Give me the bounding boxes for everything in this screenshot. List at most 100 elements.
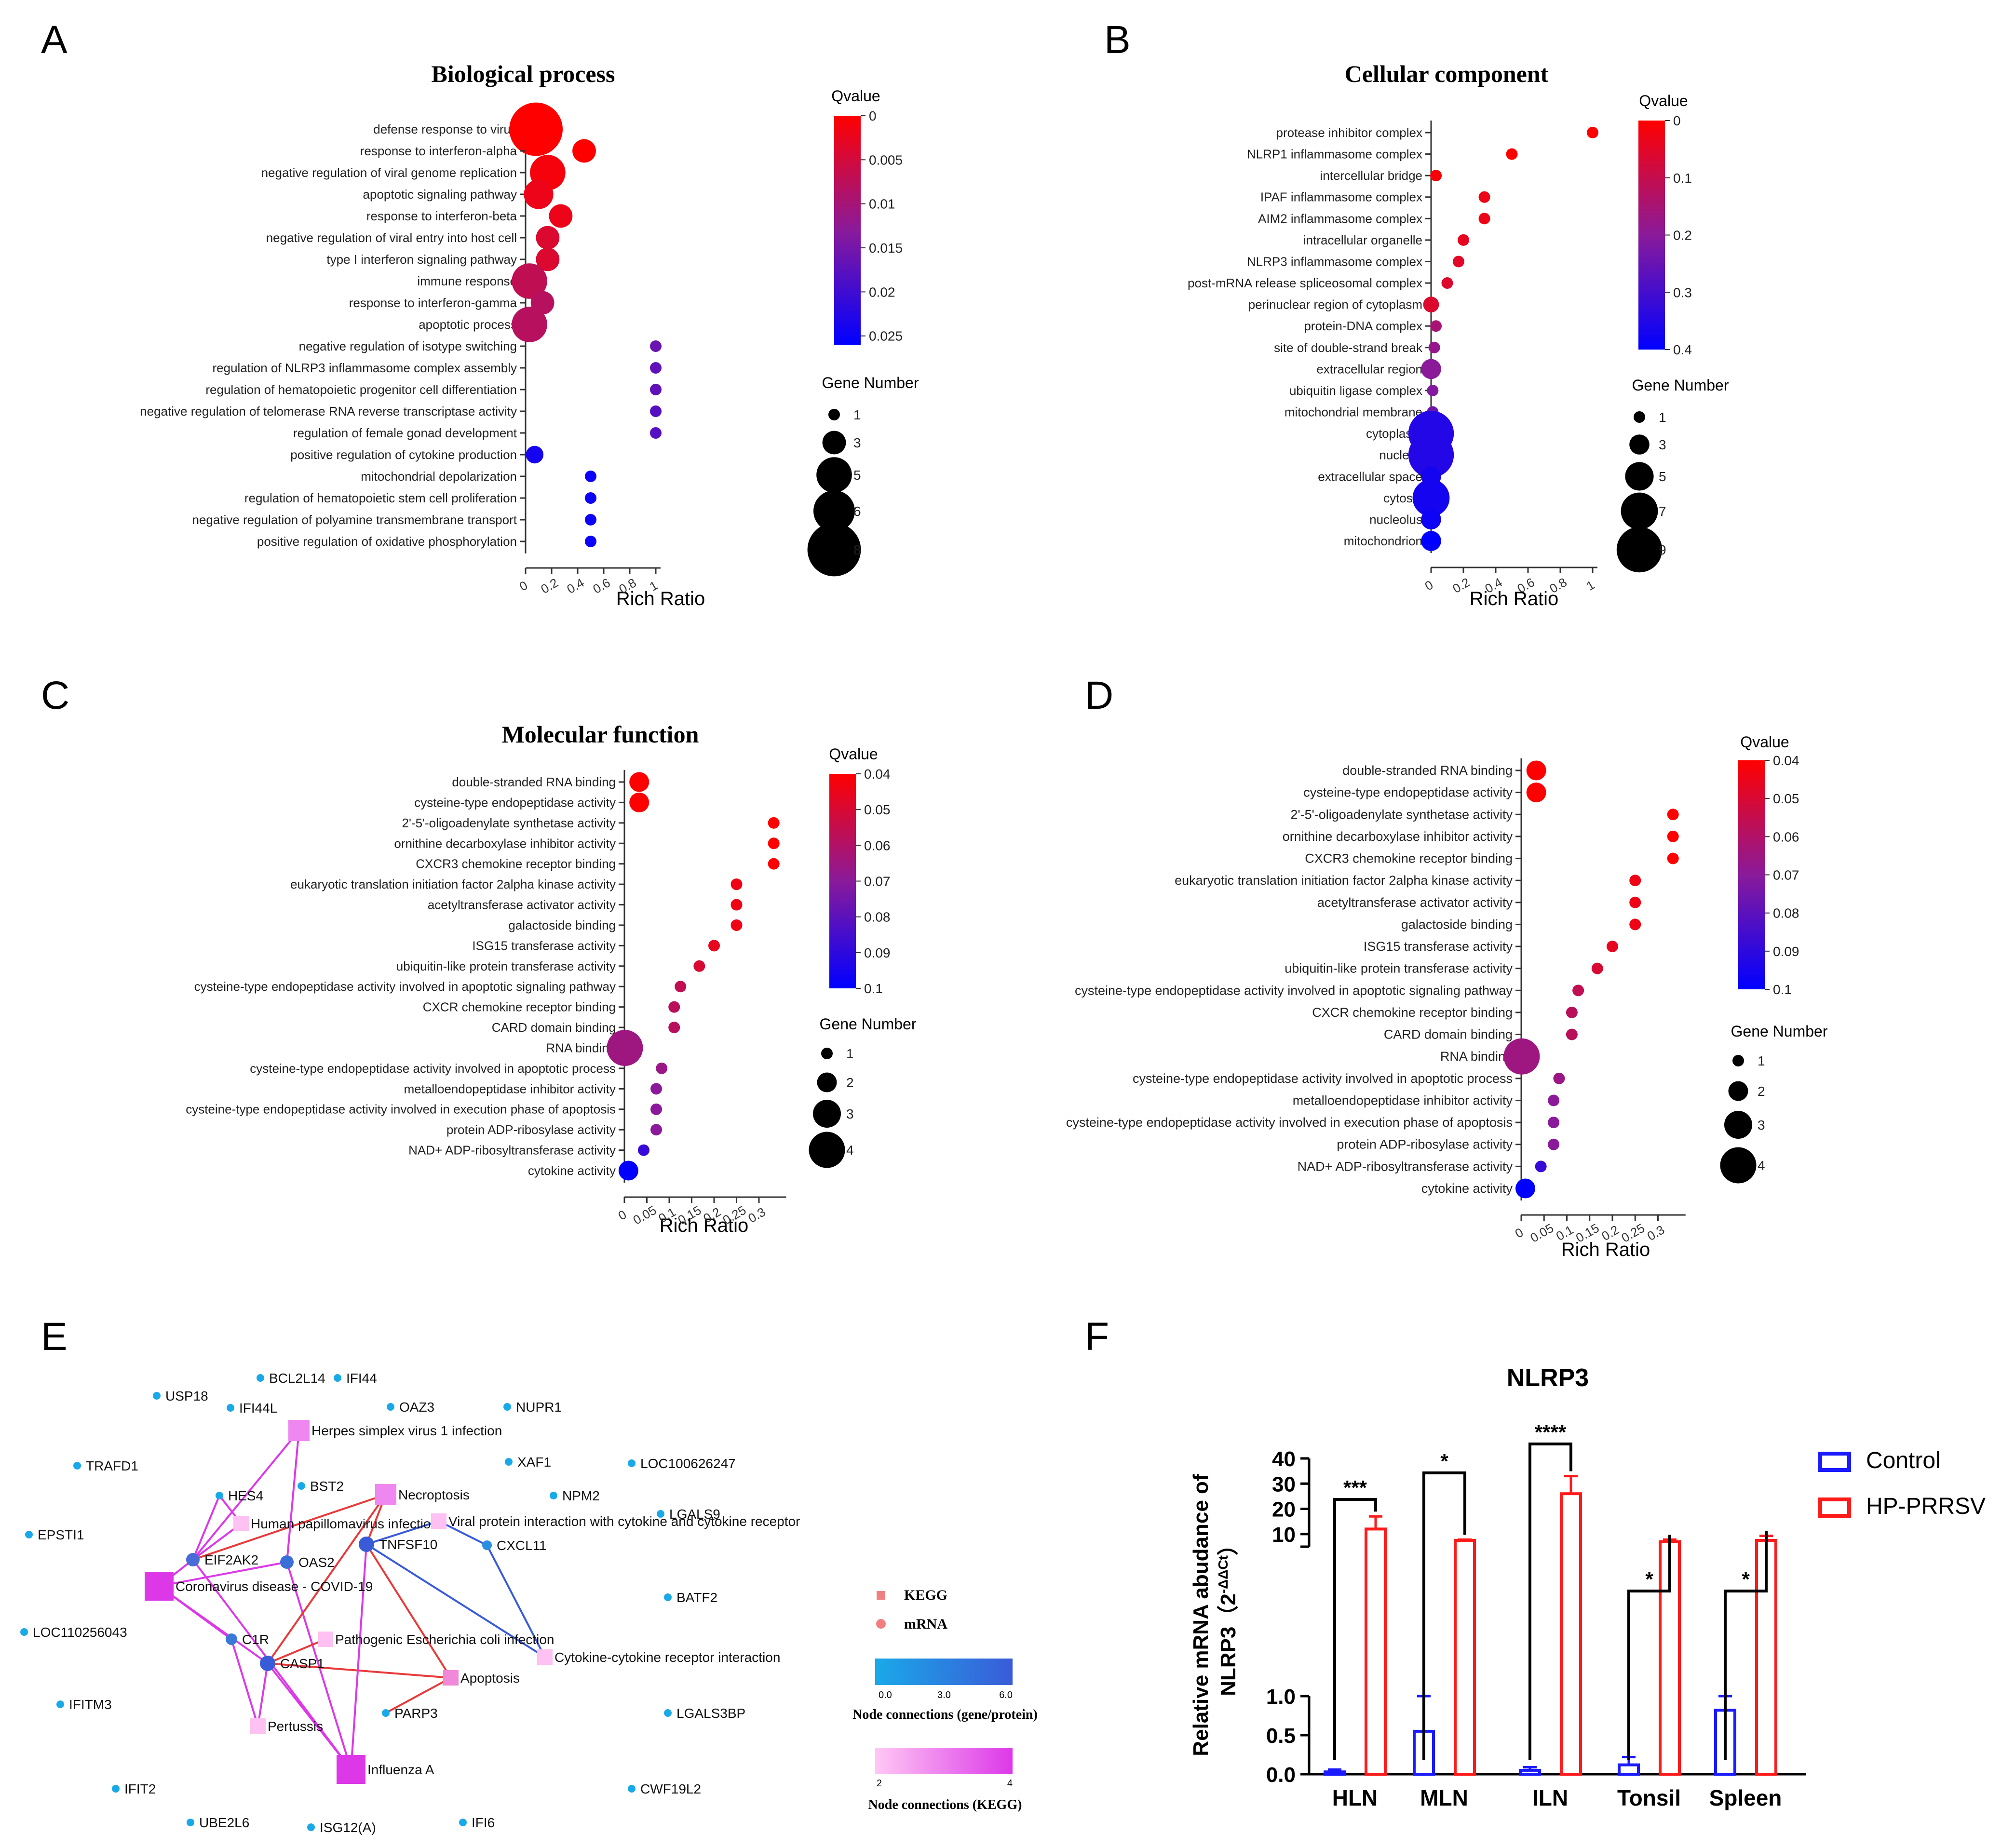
gene-label: IFI6 (472, 1815, 495, 1830)
kegg-pathway-label: Apoptosis (460, 1671, 520, 1686)
kegg-pathway-label: Necroptosis (398, 1487, 470, 1502)
size-legend-label: 4 (1758, 1158, 1765, 1173)
data-point (1427, 384, 1439, 396)
data-point (1430, 170, 1442, 182)
category-label: protein-DNA complex (1304, 319, 1422, 333)
data-point (512, 263, 547, 299)
data-point (585, 492, 596, 504)
gene-node (550, 1492, 557, 1499)
network-legend: KEGG mRNA 0.0 3.0 6.0 Node connections (… (852, 1587, 1038, 1812)
significance-bracket (1627, 1535, 1671, 1760)
category-label: CXCR chemokine receptor binding (1312, 1005, 1513, 1020)
gene-label: CWF19L2 (640, 1781, 701, 1796)
data-point (572, 139, 596, 163)
size-legend-label: 3 (853, 435, 861, 450)
panel-d-xlabel: Rich Ratio (1561, 1239, 1650, 1260)
category-label: IPAF inflammasome complex (1260, 190, 1422, 204)
gene-node (153, 1392, 161, 1400)
data-point (730, 919, 743, 931)
network-edge (438, 1520, 487, 1546)
gene-label: CASP1 (280, 1656, 325, 1671)
size-legend-dot (809, 1132, 845, 1168)
network-edge (267, 1494, 387, 1664)
data-point (1667, 809, 1679, 821)
gene-label: XAF1 (517, 1455, 551, 1470)
panel-c-colorbar-label: Qvalue (829, 745, 878, 763)
data-point (1535, 1160, 1547, 1173)
panel-b-size-legend-title: Gene Number (1632, 377, 1729, 394)
gene-label: BATF2 (676, 1590, 717, 1605)
category-label: cysteine-type endopeptidase activity inv… (250, 1061, 616, 1076)
category-label: ornithine decarboxylase inhibitor activi… (394, 836, 616, 850)
category-label: protein ADP-ribosylase activity (1337, 1137, 1513, 1152)
size-legend-label: 6 (853, 504, 861, 519)
panel-e-network: Herpes simplex virus 1 infection Necropto… (20, 1371, 1038, 1835)
category-label: mitochondrial depolarization (361, 469, 517, 484)
network-edge (267, 1638, 326, 1664)
panel-f-ylabel-line2: NLRP3（2 (1217, 1593, 1240, 1696)
panel-d-size-legend-title: Gene Number (1731, 1023, 1828, 1040)
gene-label: LGALS3BP (676, 1706, 745, 1721)
size-legend-label: 1 (846, 1046, 854, 1061)
data-point (1591, 962, 1603, 974)
size-legend-dot (1728, 1081, 1748, 1101)
bar (1519, 1768, 1541, 1776)
colorbar-tick-label: 0.015 (869, 241, 903, 256)
gene-label: IFITM3 (69, 1697, 112, 1712)
category-label: cysteine-type endopeptidase activity (1303, 785, 1513, 800)
data-point (1566, 1006, 1578, 1018)
gene-label: UBE2L6 (199, 1815, 249, 1830)
gene-label: PARP3 (394, 1706, 438, 1721)
panel-b-title: Cellular component (1345, 60, 1549, 87)
panel-c-molecular-function: Molecular function Rich Ratio Qvalue Gen… (186, 721, 917, 1236)
data-point (1421, 531, 1441, 551)
category-label: CARD domain binding (1384, 1027, 1513, 1042)
category-label: regulation of NLRP3 inflammasome complex… (213, 361, 517, 375)
category-label: galactoside binding (508, 918, 616, 932)
kegg-scale-tick-1: 4 (1007, 1778, 1013, 1789)
category-label: galactoside binding (1401, 917, 1513, 931)
significance-label: * (1440, 1450, 1448, 1472)
panel-c-size-legend-title: Gene Number (820, 1015, 917, 1033)
category-label: CARD domain binding (492, 1020, 616, 1035)
data-point (730, 899, 743, 911)
data-point (650, 405, 662, 417)
colorbar-tick-label: 0.09 (1773, 944, 1799, 959)
data-point (768, 858, 780, 870)
colorbar-tick-label: 0.09 (864, 945, 891, 960)
x-tick-label: 0 (616, 1207, 629, 1223)
gene-label: LOC100626247 (640, 1456, 736, 1471)
gene-node (20, 1628, 28, 1636)
bar (1324, 1770, 1346, 1776)
gene-label: NPM2 (562, 1488, 600, 1503)
data-point (509, 102, 563, 156)
data-point (650, 427, 662, 439)
colorbar-tick-label: 0.1 (1673, 171, 1692, 186)
significance-label: **** (1535, 1421, 1567, 1443)
significance-bracket (1724, 1531, 1768, 1760)
panel-f-ylabel-end: ） (1217, 1534, 1240, 1555)
data-point (650, 1083, 663, 1095)
kegg-scale-bar (875, 1748, 1013, 1774)
network-edge (365, 1543, 452, 1679)
category-label: perinuclear region of cytoplasm (1248, 297, 1422, 312)
colorbar-tick-label: 0.005 (869, 152, 903, 167)
data-point (618, 1160, 638, 1181)
gene-label: IFIT2 (124, 1781, 156, 1796)
category-label: type I interferon signaling pathway (326, 252, 517, 267)
x-tick-label: 0.05 (631, 1203, 659, 1228)
gene-node (359, 1537, 374, 1552)
significance-bracket (1333, 1498, 1377, 1760)
gene-label: BST2 (310, 1479, 344, 1494)
x-tick-label: 0.05 (1528, 1221, 1556, 1245)
colorbar-tick-label: 0.2 (1673, 228, 1692, 243)
category-label: intercellular bridge (1320, 168, 1422, 183)
data-point (1421, 359, 1441, 379)
data-point (1478, 191, 1490, 203)
data-point (1478, 213, 1490, 225)
network-edge (486, 1545, 546, 1658)
data-point (1629, 918, 1641, 931)
panel-d-molecular-function: Rich Ratio Qvalue Gene Number 0 0.050.10.… (1066, 733, 1828, 1260)
data-point (536, 247, 560, 271)
category-label: CXCR3 chemokine receptor binding (1305, 851, 1513, 866)
